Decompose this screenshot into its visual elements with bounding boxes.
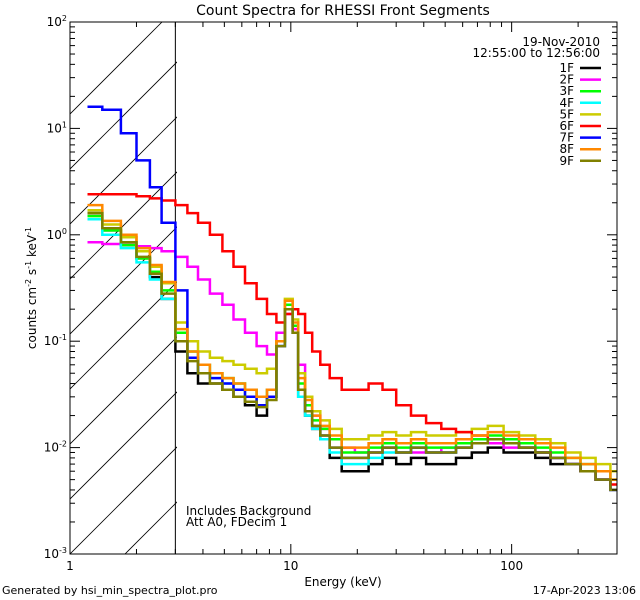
legend-label: 7F <box>559 131 574 145</box>
series-6F <box>87 193 617 486</box>
hatch-line <box>70 391 177 500</box>
series-layer <box>87 105 617 492</box>
legend-label: 4F <box>559 96 574 110</box>
hatch-line <box>70 281 177 390</box>
hatch-line <box>70 446 177 554</box>
x-tick-label: 10 <box>283 559 298 573</box>
legend-label: 1F <box>559 61 574 75</box>
y-axis-label: counts cm-2 s-1 keV-1 <box>24 227 39 349</box>
x-axis-label: Energy (keV) <box>304 575 381 589</box>
y-tick-label: 101 <box>47 120 67 135</box>
y-tick-label: 100 <box>47 227 67 242</box>
x-tick-label: 100 <box>500 559 523 573</box>
hatch-line <box>70 22 163 115</box>
x-tick-label: 1 <box>66 559 74 573</box>
legend-label: 3F <box>559 84 574 98</box>
y-label-exponent: -1 <box>24 227 33 235</box>
note-background: Includes Background <box>186 504 311 518</box>
background-region-hatching <box>70 0 640 554</box>
plot-frame <box>69 21 618 555</box>
hatch-line <box>70 336 177 445</box>
observation-date: 19-Nov-2010 <box>522 35 600 49</box>
generated-by-note: Generated by hsi_min_spectra_plot.pro <box>2 584 218 597</box>
axis-ticks <box>69 21 618 555</box>
hatch-line <box>620 0 640 554</box>
note-attenuator: Att A0, FDecim 1 <box>186 515 287 529</box>
series-4F <box>87 218 617 492</box>
hatch-line <box>70 171 177 280</box>
hatch-line <box>70 226 177 335</box>
x-tick-labels: 1 10 100 <box>66 559 523 573</box>
y-tick-label: 102 <box>47 14 67 29</box>
chart-title: Count Spectra for RHESSI Front Segments <box>196 3 490 19</box>
series-9F <box>87 211 617 492</box>
hatch-line <box>510 0 640 554</box>
y-tick-label: 10-2 <box>44 440 67 455</box>
legend-label: 2F <box>559 73 574 87</box>
y-label-exponent: -1 <box>24 261 33 269</box>
series-5F <box>87 209 617 473</box>
legend-label: 8F <box>559 142 574 156</box>
y-tick-labels: 10-3 10-2 10-1 100 101 102 <box>44 14 67 561</box>
observation-time-range: 12:55:00 to 12:56:00 <box>473 46 600 60</box>
legend-label: 9F <box>559 154 574 168</box>
y-tick-label: 10-1 <box>44 333 67 348</box>
legend-label: 5F <box>559 107 574 121</box>
hatch-line <box>70 116 177 225</box>
y-label-exponent: -2 <box>24 279 33 287</box>
y-label-part: keV <box>25 234 39 261</box>
generation-timestamp: 17-Apr-2023 13:06 <box>533 584 636 597</box>
y-tick-label: 10-3 <box>44 546 67 561</box>
y-label-part: counts cm <box>25 287 39 349</box>
hatch-line <box>70 61 177 170</box>
legend-label: 6F <box>559 119 574 133</box>
y-label-part: s <box>25 269 39 279</box>
